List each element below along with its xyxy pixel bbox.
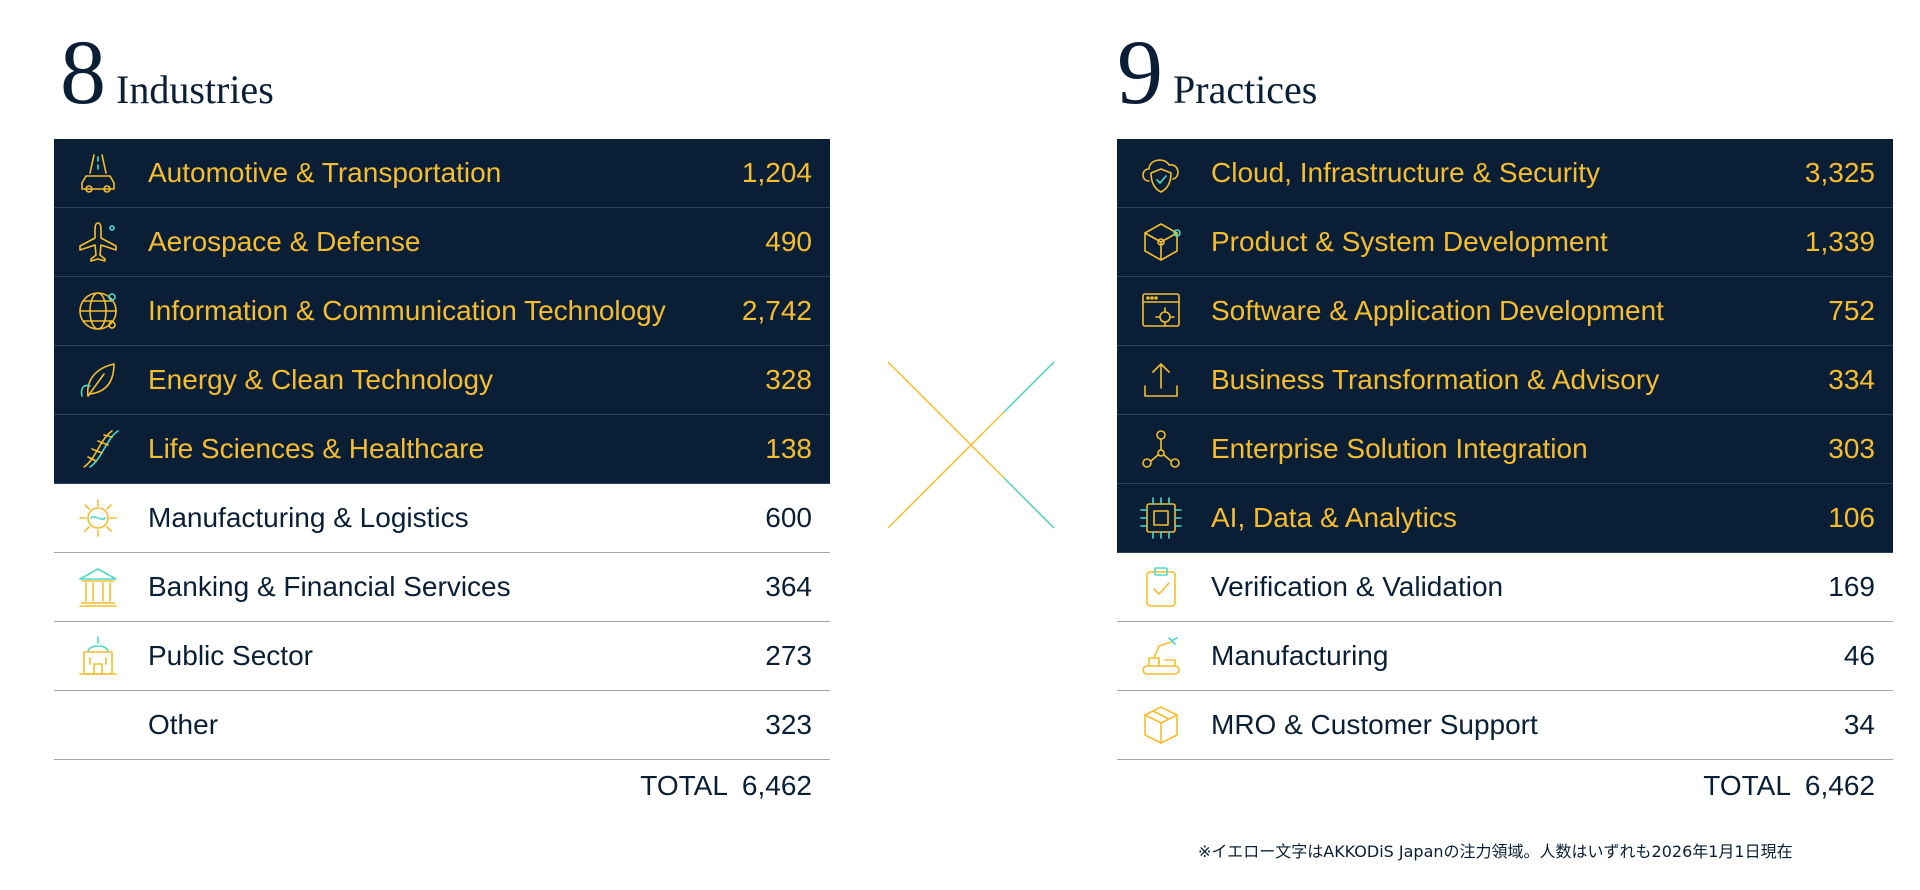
industries-row-count: 1,204 [741,157,812,188]
industries-row: Life Sciences & Healthcare 138 [54,415,830,484]
robot-arm-icon [1142,637,1180,675]
dna-icon [83,430,119,468]
box-icon [1144,706,1178,744]
practices-row: Business Transformation & Advisory 334 [1117,346,1893,415]
leaf-icon [80,363,115,397]
gear-icon [79,499,117,537]
practices-row: AI, Data & Analytics 106 [1117,484,1893,553]
practices-row-label: Business Transformation & Advisory [1211,364,1660,395]
practices-row-count: 34 [1843,709,1875,740]
practices-row-label: MRO & Customer Support [1211,709,1538,740]
cube-network-icon [1144,223,1181,261]
cross-divider [887,361,1055,529]
practices-row-count: 334 [1828,364,1875,395]
industries-total: TOTAL 6,462 [640,770,812,802]
industries-row-label: Life Sciences & Healthcare [148,433,485,464]
practices-title: Practices [1173,67,1318,112]
practices-row-count: 169 [1828,571,1875,602]
industries-row-count: 328 [765,364,812,395]
practices-row-count: 106 [1828,502,1875,533]
practices-total: TOTAL 6,462 [1703,770,1875,802]
practices-row-label: Verification & Validation [1211,571,1504,602]
practices-row-label: Software & Application Development [1211,295,1664,326]
industries-row: Public Sector 273 [54,622,830,691]
practices-total-value: 6,462 [1804,770,1875,801]
practices-row-count: 46 [1843,640,1875,671]
practices-row: Enterprise Solution Integration 303 [1117,415,1893,484]
industries-row-label: Manufacturing & Logistics [148,502,469,533]
practices-row: Cloud, Infrastructure & Security 3,325 [1117,139,1893,208]
industries-row: Energy & Clean Technology 328 [54,346,830,415]
practices-total-label: TOTAL [1703,770,1791,801]
bank-icon [79,568,117,607]
practices-table: Cloud, Infrastructure & Security 3,325 Pro… [1117,139,1893,760]
practices-row: Manufacturing 46 [1117,622,1893,691]
car-icon [81,154,115,193]
practices-row-count: 3,325 [1804,157,1875,188]
industries-row-label: Other [148,709,219,740]
practices-row-count: 1,339 [1804,226,1875,257]
industries-count: 8 [60,21,106,123]
industries-row-count: 490 [765,226,812,257]
upload-arrow-icon [1144,363,1178,397]
industries-table: Automotive & Transportation 1,204 Aerospac… [54,139,830,760]
practices-row-count: 752 [1828,295,1875,326]
industries-row-count: 600 [765,502,812,533]
globe-network-icon [79,292,117,330]
industries-row-count: 273 [765,640,812,671]
industries-row-label: Automotive & Transportation [148,157,502,188]
practices-row-label: Cloud, Infrastructure & Security [1211,157,1601,188]
industries-row-label: Public Sector [148,640,313,671]
industries-total-value: 6,462 [741,770,812,801]
cloud-shield-icon [1142,159,1179,193]
industries-row: Information & Communication Technology 2,… [54,277,830,346]
industries-row-label: Information & Communication Technology [148,295,666,326]
industries-row-count: 138 [765,433,812,464]
browser-gear-icon [1142,293,1180,327]
practices-row: Software & Application Development 752 [1117,277,1893,346]
industries-row: Other 323 [54,691,830,760]
node-network-icon [1142,430,1180,468]
industries-row: Banking & Financial Services 364 [54,553,830,622]
industries-row-label: Aerospace & Defense [148,226,421,257]
industries-row-label: Banking & Financial Services [148,571,511,602]
industries-row-label: Energy & Clean Technology [148,364,494,395]
industries-row-count: 323 [765,709,812,740]
industries-title: Industries [116,67,274,112]
practices-row: Product & System Development 1,339 [1117,208,1893,277]
practices-row-label: Manufacturing [1211,640,1389,671]
industries-row: Aerospace & Defense 490 [54,208,830,277]
government-building-icon [79,636,117,675]
clipboard-check-icon [1146,567,1176,607]
industries-heading: 8 Industries [60,26,274,118]
industries-row: Automotive & Transportation 1,204 [54,139,830,208]
practices-row-label: Product & System Development [1211,226,1608,257]
practices-row-label: AI, Data & Analytics [1211,502,1457,533]
practices-heading: 9 Practices [1117,26,1317,118]
industries-row-count: 364 [765,571,812,602]
practices-row: MRO & Customer Support 34 [1117,691,1893,760]
practices-row-label: Enterprise Solution Integration [1211,433,1588,464]
practices-row-count: 303 [1828,433,1875,464]
chip-icon [1140,497,1182,539]
airplane-icon [79,222,117,262]
industries-row-count: 2,742 [741,295,812,326]
industries-total-label: TOTAL [640,770,728,801]
footnote: ※イエロー文字はAKKODiS Japanの注力領域。人数はいずれも2026年1… [1198,842,1793,861]
practices-count: 9 [1117,21,1163,123]
practices-row: Verification & Validation 169 [1117,553,1893,622]
industries-row: Manufacturing & Logistics 600 [54,484,830,553]
